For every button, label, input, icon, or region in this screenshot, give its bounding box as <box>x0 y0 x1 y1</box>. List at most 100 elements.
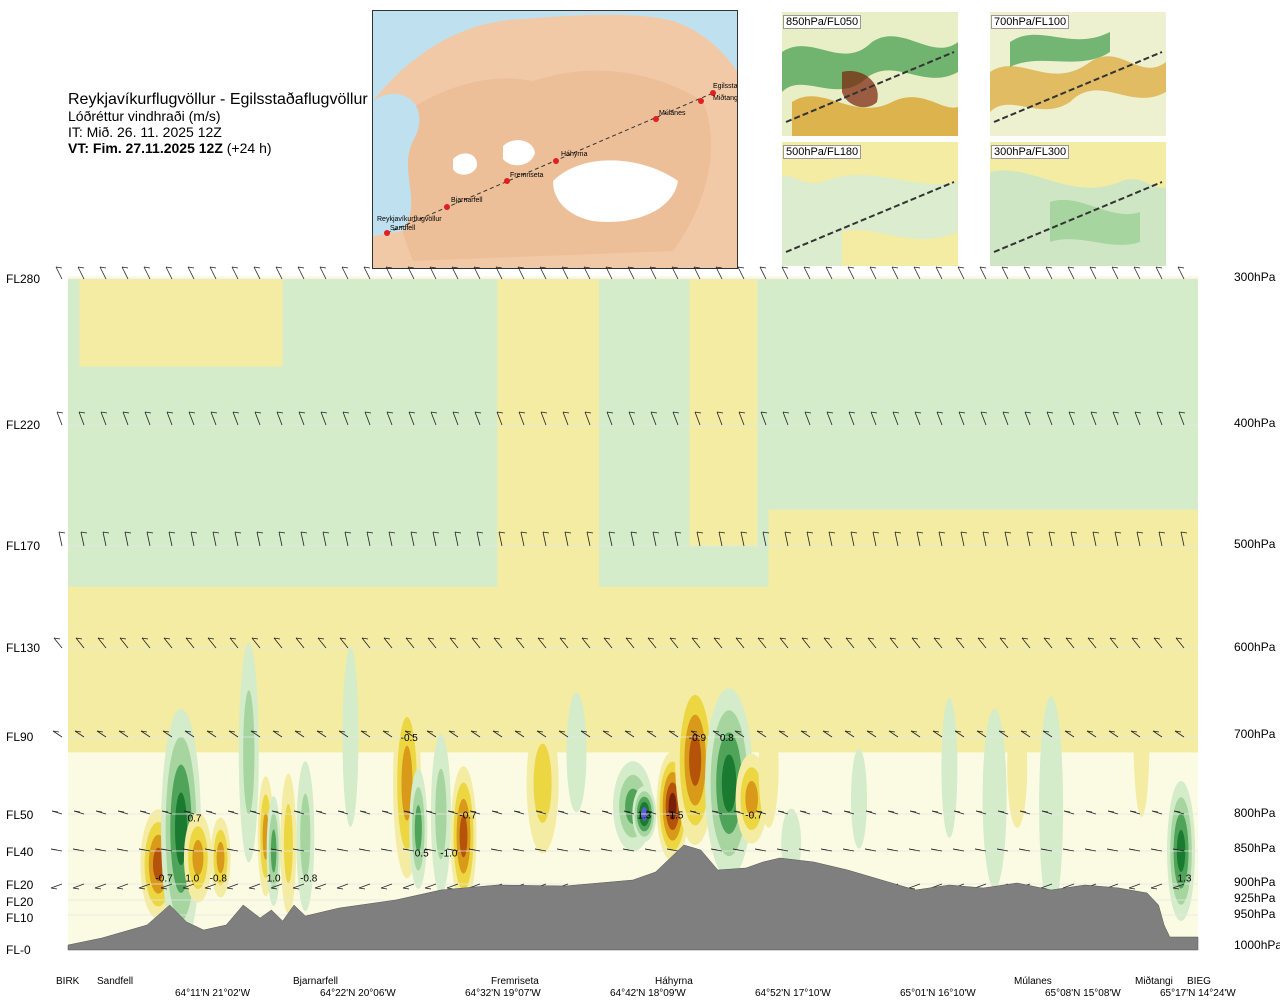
barb-shaft <box>116 883 129 889</box>
barb-shaft <box>822 730 833 738</box>
barb-feather <box>624 730 632 733</box>
barb-feather <box>801 637 809 640</box>
barb-feather <box>166 411 174 414</box>
wind-barb <box>388 531 396 547</box>
fl-label-fl130: FL130 <box>6 641 41 655</box>
barb-feather <box>410 531 418 534</box>
barb-feather <box>872 531 880 534</box>
barb-feather <box>760 411 768 414</box>
barb-feather <box>248 887 256 890</box>
barb-feather <box>952 848 960 851</box>
barb-shaft <box>866 730 877 738</box>
wind-barb <box>760 411 768 426</box>
barb-shaft <box>559 637 569 649</box>
barb-shaft <box>207 637 217 649</box>
wind-barb <box>996 848 1009 852</box>
barb-shaft <box>804 411 811 426</box>
wind-barb <box>710 848 723 852</box>
barb-feather <box>1062 848 1070 851</box>
barb-feather <box>55 266 63 269</box>
wind-barb <box>784 531 792 547</box>
barb-feather <box>630 531 638 534</box>
wind-barb <box>997 810 1009 815</box>
wind-barb <box>866 730 877 738</box>
wind-barb <box>778 730 789 738</box>
value-label-11: -1.5 <box>666 811 684 822</box>
barb-feather <box>777 810 785 813</box>
wind-barb <box>320 411 328 426</box>
barb-shaft <box>55 266 63 280</box>
wind-barb <box>96 730 107 738</box>
wind-barb <box>204 883 217 890</box>
barb-feather <box>822 730 830 733</box>
barb-shaft <box>188 411 195 426</box>
value-label-6: -0.5 <box>401 733 419 744</box>
barb-shaft <box>410 531 415 547</box>
barb-shaft <box>958 411 965 426</box>
barb-shaft <box>1042 730 1053 738</box>
wind-barb <box>542 531 550 547</box>
barb-feather <box>231 266 239 269</box>
barb-shaft <box>248 883 261 889</box>
barb-shaft <box>540 411 547 426</box>
wind-barb <box>755 810 767 815</box>
wind-barb <box>804 411 812 426</box>
wind-barb <box>404 730 415 738</box>
wind-barb <box>667 810 679 815</box>
coord-label-6: 65°01'N 16°10'W <box>900 988 976 999</box>
barb-shaft <box>430 411 437 426</box>
barb-feather <box>1004 531 1012 534</box>
wind-barb <box>294 730 305 738</box>
level-map-850-graphic <box>782 12 958 136</box>
barb-feather <box>690 730 698 733</box>
barb-feather <box>800 730 808 733</box>
wind-barb <box>138 883 151 890</box>
wind-barb <box>1070 531 1078 547</box>
barb-feather <box>492 730 500 733</box>
barb-shaft <box>1087 637 1097 649</box>
wind-barb <box>625 637 635 649</box>
barb-feather <box>292 887 300 890</box>
barb-shaft <box>735 637 745 649</box>
wind-barb <box>644 848 657 852</box>
barb-feather <box>980 411 988 414</box>
wind-barb <box>539 266 547 280</box>
barb-feather <box>187 266 195 269</box>
wind-barb <box>779 637 789 649</box>
barb-shaft <box>1175 637 1185 649</box>
barb-feather <box>627 266 635 269</box>
wind-barb <box>762 531 770 547</box>
barb-shaft <box>782 411 789 426</box>
barb-feather <box>957 266 965 269</box>
wind-barb <box>1004 531 1012 547</box>
barb-shaft <box>56 411 63 426</box>
wind-barb <box>540 411 548 426</box>
barb-feather <box>732 848 740 851</box>
wind-barb <box>140 730 151 738</box>
barb-shaft <box>496 411 503 426</box>
wind-barb <box>1019 810 1031 815</box>
wind-barb <box>1134 411 1142 426</box>
wind-barb <box>980 411 988 426</box>
map-label-fremriseta: Fremriseta <box>510 172 544 179</box>
barb-shaft <box>429 266 437 280</box>
barb-shaft <box>1136 531 1141 547</box>
wind-barb <box>628 411 636 426</box>
fl-label-fl90: FL90 <box>6 730 34 744</box>
barb-feather <box>80 531 88 534</box>
barb-shaft <box>561 266 569 280</box>
wind-barb <box>338 730 349 738</box>
glacier-small-1 <box>503 140 535 166</box>
barb-shaft <box>80 531 85 547</box>
barb-shaft <box>1131 637 1141 649</box>
barb-feather <box>976 730 984 733</box>
barb-feather <box>449 637 457 640</box>
barb-feather <box>1106 848 1114 851</box>
wind-barb <box>138 848 151 852</box>
barb-shaft <box>584 411 591 426</box>
level-map-850-label: 850hPa/FL050 <box>783 15 862 29</box>
barb-shaft <box>603 637 613 649</box>
barb-feather <box>250 730 258 733</box>
wind-blob-26-0 <box>1007 707 1028 828</box>
